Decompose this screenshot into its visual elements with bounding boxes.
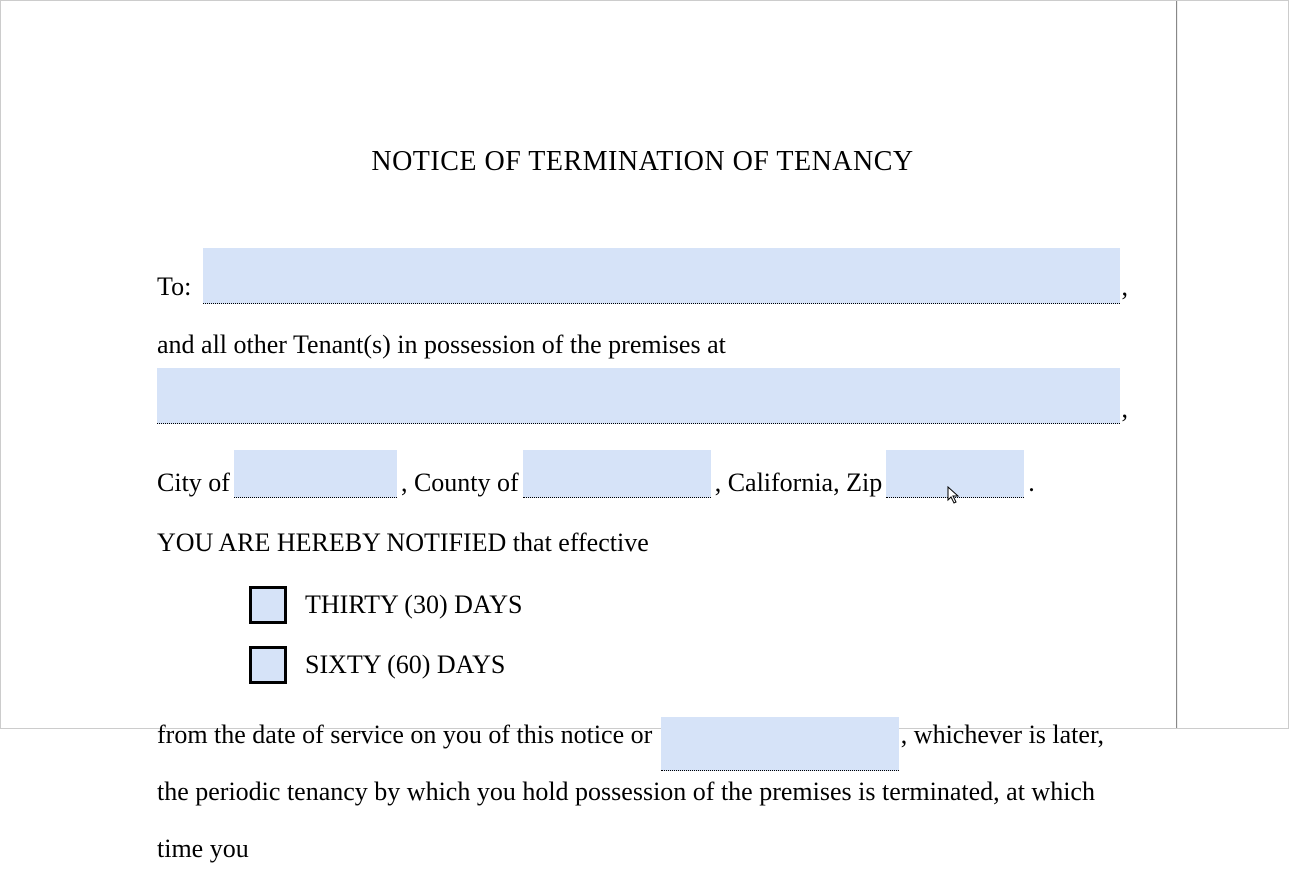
option-60-label: SIXTY (60) DAYS [305,650,505,680]
zip-field[interactable] [886,450,1024,498]
city-line: City of , County of , California, Zip . [157,450,1128,498]
address-field[interactable] [157,368,1120,424]
page-edge [1176,1,1178,728]
option-60-row: SIXTY (60) DAYS [249,646,1128,684]
to-line: To: , [157,248,1128,304]
document-content: NOTICE OF TERMINATION OF TENANCY To: , a… [1,1,1288,878]
comma: , [1122,394,1129,424]
option-30-row: THIRTY (30) DAYS [249,586,1128,624]
tenant-name-field[interactable] [203,248,1119,304]
notified-label: YOU ARE HEREBY NOTIFIED that effective [157,528,1128,558]
city-field[interactable] [234,450,397,498]
checkbox-60-days[interactable] [249,646,287,684]
city-label: City of [157,468,230,498]
address-row: , [157,360,1128,424]
comma: , [1122,272,1129,304]
county-label: , County of [401,468,519,498]
document-title: NOTICE OF TERMINATION OF TENANCY [157,146,1128,178]
date-field[interactable] [661,717,899,771]
county-field[interactable] [523,450,711,498]
option-30-label: THIRTY (30) DAYS [305,590,523,620]
to-label: To: [157,272,191,304]
state-zip-label: , California, Zip [715,468,883,498]
checkbox-30-days[interactable] [249,586,287,624]
premises-label: and all other Tenant(s) in possession of… [157,330,1128,360]
body-text-1: from the date of service on you of this … [157,720,652,749]
document-page: NOTICE OF TERMINATION OF TENANCY To: , a… [0,0,1289,729]
period: . [1028,468,1035,498]
body-paragraph: from the date of service on you of this … [157,706,1128,878]
